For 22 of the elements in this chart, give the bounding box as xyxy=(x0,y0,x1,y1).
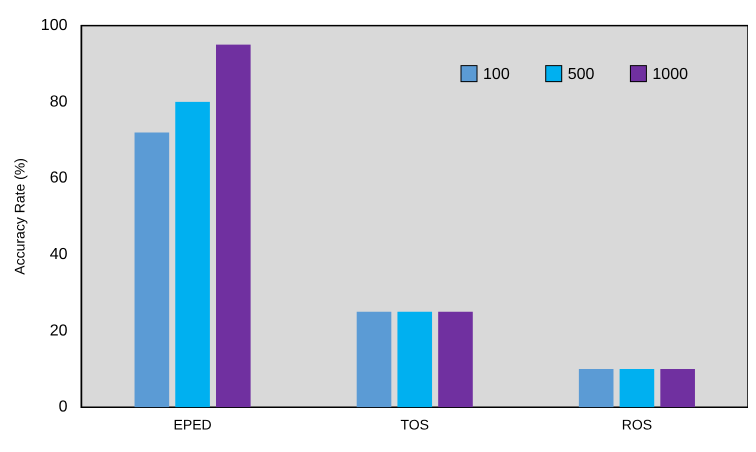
bar xyxy=(397,312,432,408)
y-tick-label: 100 xyxy=(40,17,68,34)
bar xyxy=(578,369,614,408)
bar xyxy=(175,102,210,408)
y-tick-label: 0 xyxy=(58,398,68,416)
bar xyxy=(356,312,392,408)
x-tick-label: EPED xyxy=(174,416,212,432)
legend-label: 1000 xyxy=(652,66,688,84)
bar xyxy=(216,44,251,408)
bar xyxy=(134,132,170,408)
x-tick-label: TOS xyxy=(400,416,430,432)
legend-label: 500 xyxy=(568,66,595,84)
bar xyxy=(620,369,654,408)
x-tick-label: ROS xyxy=(622,416,652,432)
y-tick-label: 80 xyxy=(50,93,68,110)
y-tick-label: 20 xyxy=(50,322,68,340)
bar xyxy=(660,369,695,408)
legend-label: 100 xyxy=(483,66,510,84)
y-tick-label: 40 xyxy=(50,246,68,263)
bar xyxy=(438,312,473,408)
y-tick-label: 60 xyxy=(50,170,68,187)
y-axis-title: Accuracy Rate (%) xyxy=(11,158,28,275)
